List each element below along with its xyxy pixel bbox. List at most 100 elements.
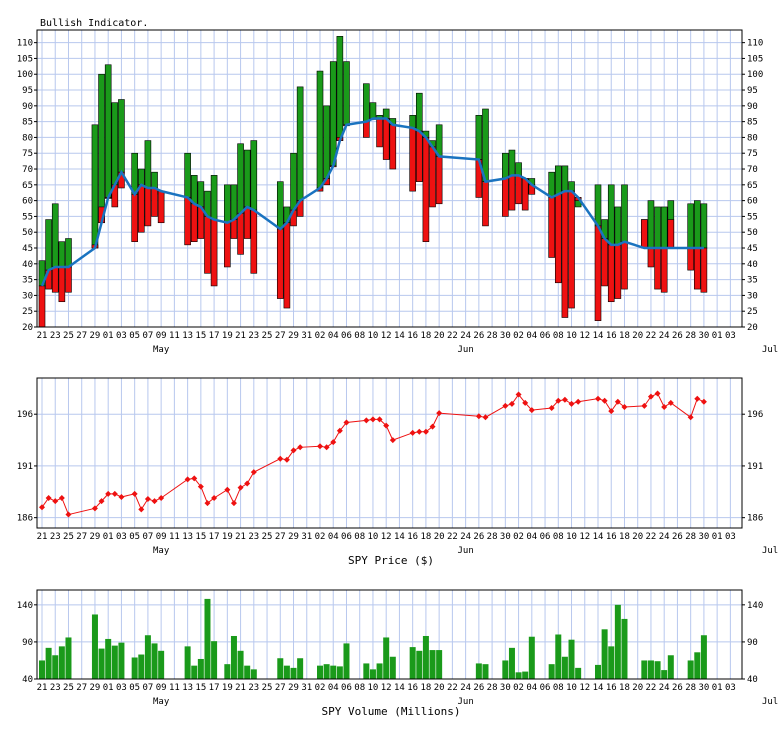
y-tick-label-right: 191 — [747, 462, 763, 472]
volume-bar — [528, 636, 535, 679]
price-point — [230, 500, 237, 507]
bullish-bar — [660, 206, 668, 249]
y-tick-label-right: 25 — [747, 307, 758, 317]
x-tick-label: 18 — [420, 532, 431, 542]
price-point — [482, 414, 489, 421]
price-point — [667, 399, 674, 406]
x-tick-label: 11 — [169, 532, 180, 542]
price-point — [290, 447, 297, 454]
price-point — [409, 429, 416, 436]
volume-bar — [204, 598, 211, 679]
x-tick-label: 25 — [63, 683, 74, 693]
x-tick-label: 04 — [328, 331, 339, 341]
volume-bar — [237, 650, 244, 679]
x-tick-label: 23 — [248, 331, 259, 341]
bearish-bar — [614, 244, 622, 299]
price-point — [694, 395, 701, 402]
x-tick-label: 29 — [90, 532, 101, 542]
bullish-bar — [91, 124, 99, 249]
volume-bar — [383, 637, 390, 679]
volume-bar — [614, 604, 621, 679]
x-tick-label: 10 — [566, 331, 577, 341]
bullish-bar — [382, 108, 390, 119]
x-tick-label: 26 — [672, 532, 683, 542]
x-tick-label: 15 — [195, 331, 206, 341]
volume-bar — [654, 661, 661, 679]
bearish-bar — [51, 266, 59, 293]
y-tick-label-left: 55 — [22, 212, 33, 222]
x-tick-label: 05 — [129, 683, 140, 693]
x-tick-label: 24 — [659, 683, 670, 693]
y-tick-label-left: 75 — [22, 149, 33, 159]
bullish-bar — [111, 102, 119, 186]
volume-bar — [91, 614, 98, 679]
bearish-bar — [157, 190, 165, 224]
bearish-bar — [144, 187, 152, 227]
volume-bar — [197, 658, 204, 679]
bullish-bar — [58, 241, 66, 268]
bullish-bar — [329, 61, 337, 167]
x-tick-label: 03 — [725, 532, 736, 542]
x-tick-label: 30 — [500, 683, 511, 693]
price-point — [111, 490, 118, 497]
x-tick-label: 22 — [646, 683, 657, 693]
price-point — [601, 397, 608, 404]
y-tick-label-right: 35 — [747, 276, 758, 286]
volume-bar — [184, 646, 191, 679]
x-tick-label: 24 — [659, 331, 670, 341]
volume-bar — [641, 660, 648, 679]
x-tick-label: 01 — [712, 683, 723, 693]
x-tick-label: 13 — [182, 331, 193, 341]
x-tick-label: 29 — [90, 683, 101, 693]
bearish-bar — [654, 247, 661, 290]
x-tick-label: 18 — [619, 683, 630, 693]
x-tick-label: 06 — [341, 532, 352, 542]
month-label: Jun — [457, 546, 473, 556]
volume-bar — [323, 664, 330, 679]
bullish-bar — [243, 149, 251, 208]
x-tick-label: 02 — [315, 532, 326, 542]
bullish-bar — [614, 206, 622, 246]
x-tick-label: 20 — [632, 331, 643, 341]
y-tick-label-right: 80 — [747, 133, 758, 143]
x-tick-label: 09 — [156, 532, 167, 542]
price-point — [515, 391, 522, 398]
y-tick-label-left: 40 — [22, 260, 33, 270]
x-tick-label: 29 — [288, 683, 299, 693]
y-tick-label-left: 25 — [22, 307, 33, 317]
bearish-bar — [502, 178, 509, 217]
price-point — [98, 498, 105, 505]
price-point — [118, 493, 125, 500]
x-tick-label: 15 — [195, 683, 206, 693]
volume-bar — [475, 663, 482, 679]
y-tick-label-right: 105 — [747, 54, 763, 64]
volume-bar — [111, 645, 118, 679]
x-tick-label: 13 — [182, 532, 193, 542]
bullish-bar — [568, 181, 575, 192]
price-point — [158, 495, 165, 501]
bullish-bar — [654, 206, 661, 249]
y-tick-label-right: 90 — [747, 102, 758, 112]
volume-bar — [482, 664, 489, 679]
bearish-bar — [667, 219, 675, 249]
x-tick-label: 09 — [156, 683, 167, 693]
volume-bar — [502, 660, 509, 679]
price-point — [250, 469, 257, 476]
volume-bar — [429, 650, 436, 679]
y-tick-label-left: 191 — [17, 462, 33, 472]
y-tick-label-right: 70 — [747, 165, 758, 175]
bearish-bar — [415, 130, 423, 182]
month-label: Jul — [762, 697, 778, 707]
volume-bar — [283, 665, 290, 679]
bearish-bar — [190, 203, 198, 242]
x-tick-label: 29 — [288, 331, 299, 341]
x-tick-label: 26 — [672, 683, 683, 693]
price-point — [376, 416, 383, 423]
bearish-bar — [409, 127, 416, 192]
bullish-bar — [190, 175, 198, 205]
volume-bar — [138, 654, 145, 679]
y-tick-label-left: 95 — [22, 86, 33, 96]
bearish-bar — [237, 212, 244, 255]
x-tick-label: 22 — [646, 532, 657, 542]
y-tick-label-right: 65 — [747, 181, 758, 191]
